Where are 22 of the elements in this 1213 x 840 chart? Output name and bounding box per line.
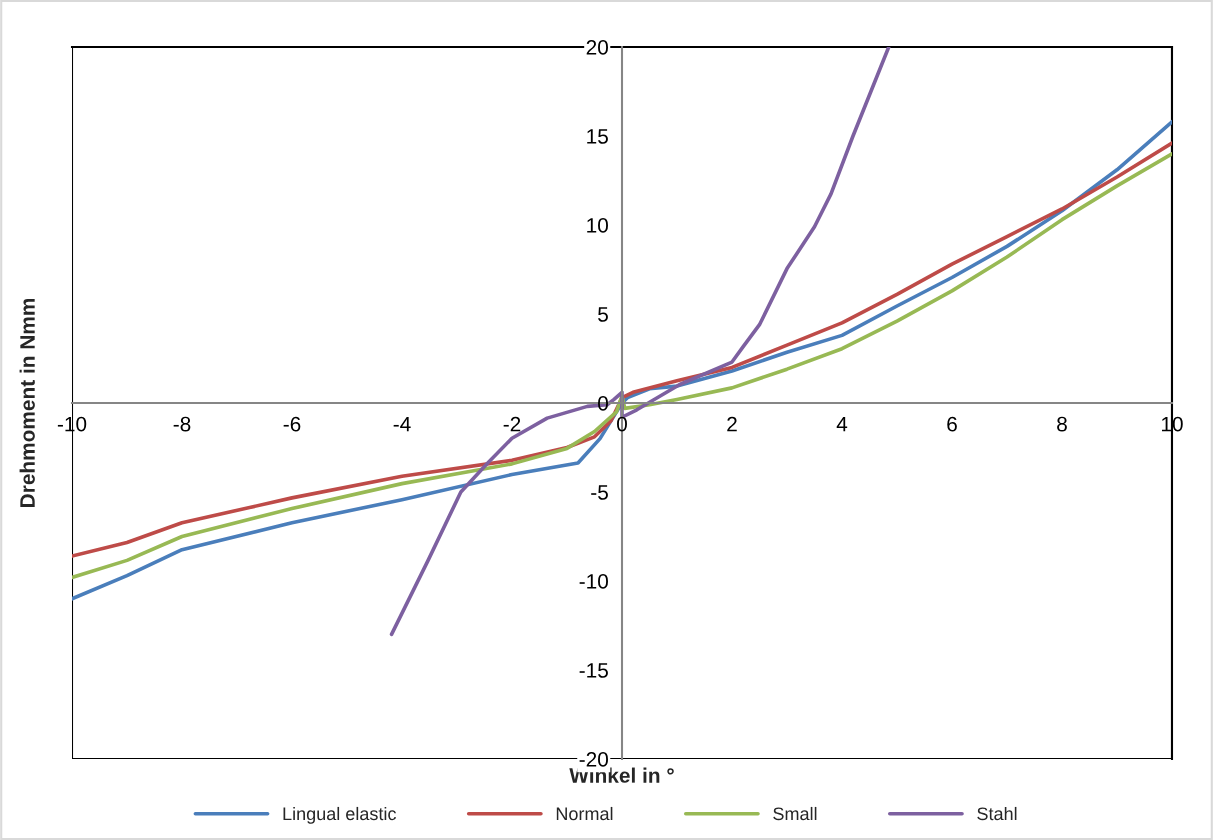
legend-label: Lingual elastic [283, 806, 396, 824]
y-tick-label: -5 [591, 485, 608, 500]
x-tick-label: 6 [947, 416, 957, 432]
y-tick-label: 5 [598, 307, 608, 322]
x-tick-label: 0 [617, 416, 627, 432]
legend-label: Stahl [977, 806, 1017, 821]
x-tick-label: -8 [173, 416, 191, 432]
x-tick-label: -2 [503, 416, 521, 432]
y-tick-label: -10 [579, 574, 608, 589]
x-tick-label: -4 [393, 416, 411, 432]
y-tick-label: -15 [579, 663, 608, 678]
y-tick-label: -20 [579, 752, 608, 767]
x-tick-label: -6 [283, 416, 301, 432]
y-tick-label: 10 [587, 218, 608, 233]
legend-label: Normal [556, 806, 613, 821]
legend-label: Small [773, 806, 817, 821]
x-tick-label: 4 [836, 416, 848, 432]
x-tick-label: 8 [1057, 416, 1067, 432]
y-tick-label: 20 [586, 40, 608, 55]
y-axis-title: Drehmoment in Nmm [19, 298, 35, 507]
y-tick-label: 15 [587, 129, 608, 144]
x-tick-label: 2 [727, 416, 737, 432]
